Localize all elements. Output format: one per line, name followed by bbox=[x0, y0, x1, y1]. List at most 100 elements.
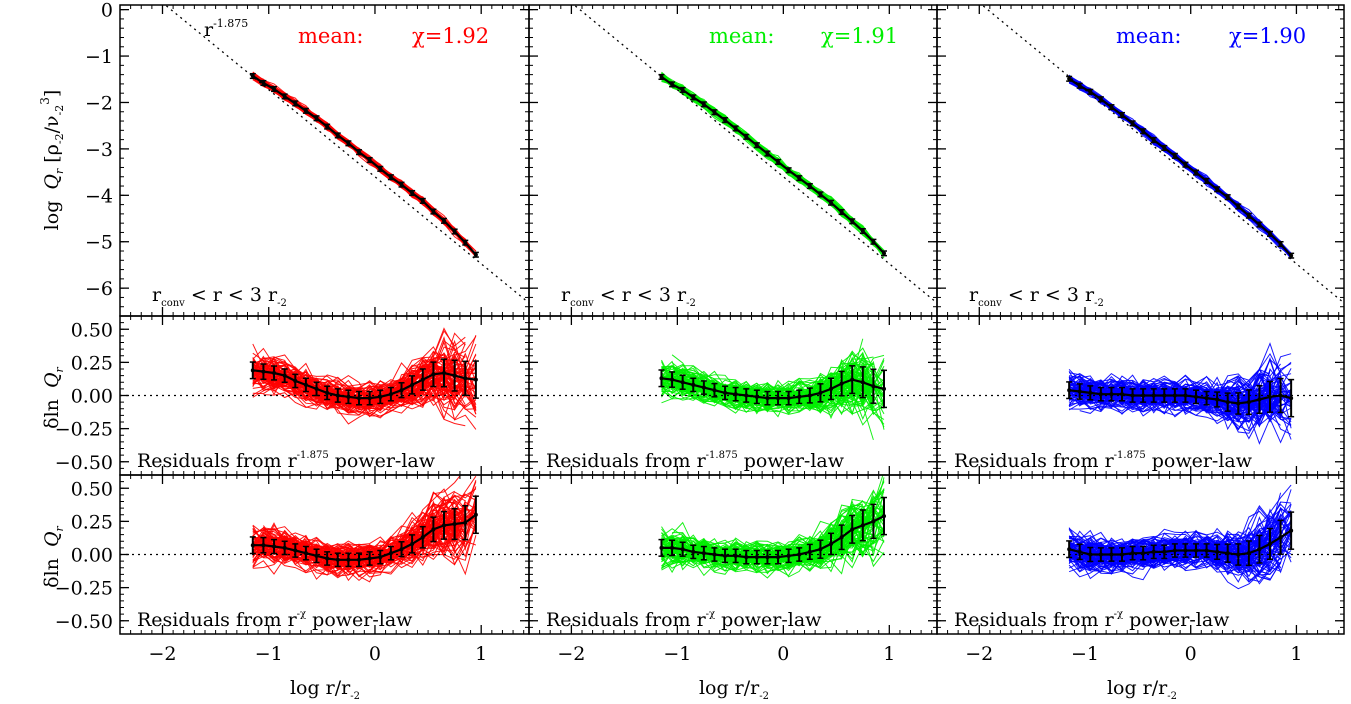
resid2-y-label-prefix: δln bbox=[41, 558, 63, 588]
halo-curve bbox=[252, 76, 466, 245]
halo-curve bbox=[1068, 79, 1281, 247]
range-sub: conv bbox=[570, 298, 594, 309]
y-tick-label: 0 bbox=[101, 0, 113, 22]
mean-point bbox=[1194, 548, 1198, 553]
mean-point bbox=[807, 393, 812, 398]
mean-curve bbox=[252, 369, 477, 400]
range-sub: conv bbox=[978, 298, 1002, 309]
x-axis-label-col2: log r/r-2 bbox=[699, 677, 769, 702]
resid1-y-label-sub: r bbox=[53, 366, 66, 372]
top-y-label-Q-sub: r bbox=[53, 168, 66, 174]
resid-text-row2-col1: Residuals from r-1.875 power-law bbox=[137, 450, 436, 472]
mean-point bbox=[346, 141, 351, 146]
mean-point bbox=[776, 555, 781, 560]
mean-point bbox=[839, 381, 844, 386]
halo-curve bbox=[1068, 361, 1292, 397]
halo-curve bbox=[263, 83, 455, 233]
mean-point bbox=[410, 382, 415, 387]
range-sub2: -2 bbox=[1094, 298, 1104, 309]
mean-label-red: mean: bbox=[298, 24, 363, 48]
halo-curve bbox=[661, 80, 864, 232]
mean-point bbox=[325, 390, 330, 395]
mean-point bbox=[712, 110, 717, 115]
mean-point bbox=[1194, 394, 1198, 399]
halo-curve bbox=[661, 77, 885, 254]
range-sub: conv bbox=[161, 298, 185, 309]
mean-point bbox=[314, 553, 319, 558]
halo-curve bbox=[661, 362, 874, 399]
mean-point bbox=[1120, 552, 1124, 557]
mean-point bbox=[1268, 541, 1272, 546]
halo-curve bbox=[1068, 536, 1292, 571]
mean-point bbox=[680, 547, 685, 552]
top-y-label-unit: [ρ bbox=[41, 144, 63, 163]
y-tick-label: 0.50 bbox=[71, 478, 113, 500]
mean-point bbox=[776, 159, 781, 164]
halo-curve bbox=[1068, 81, 1281, 247]
mean-point bbox=[1183, 162, 1188, 167]
mean-point bbox=[860, 380, 865, 385]
x-label-sub: -2 bbox=[759, 691, 769, 702]
halo-curve bbox=[661, 372, 874, 407]
range-annotation-1: rconv < r < 3 r-2 bbox=[152, 284, 287, 309]
range-sub2: -2 bbox=[686, 298, 696, 309]
mean-point bbox=[680, 87, 685, 92]
panel-2-0 bbox=[120, 475, 529, 583]
resid-text-row3-col2: Residuals from r-χ power-law bbox=[546, 609, 822, 631]
mean-point bbox=[670, 545, 675, 550]
y-tick-label: −2 bbox=[85, 92, 113, 114]
mean-point bbox=[882, 514, 887, 519]
halo-curve bbox=[252, 373, 455, 412]
x-tick-label: 0 bbox=[777, 643, 789, 665]
range-annotation-2: rconv < r < 3 r-2 bbox=[561, 284, 696, 309]
mean-point bbox=[1268, 394, 1272, 399]
mean-point bbox=[388, 175, 393, 180]
halo-curve bbox=[252, 77, 466, 247]
mean-point bbox=[357, 396, 362, 401]
halo-curve bbox=[252, 79, 477, 258]
mean-point bbox=[282, 545, 287, 550]
mean-point bbox=[765, 151, 770, 156]
resid-text-prefix: Residuals from r bbox=[954, 609, 1115, 631]
halo-curve bbox=[252, 75, 466, 243]
mean-curve bbox=[661, 377, 885, 400]
mean-point bbox=[754, 143, 759, 148]
mean-point bbox=[378, 394, 383, 399]
mean-point bbox=[442, 370, 447, 375]
mean-point bbox=[378, 555, 383, 560]
mean-label-blue: mean: bbox=[1116, 24, 1181, 48]
halo-curve bbox=[252, 74, 477, 256]
halo-curve bbox=[252, 76, 466, 244]
top-y-axis-label: log Qr[ρ-2/ν-23] bbox=[38, 90, 66, 231]
mean-point bbox=[442, 523, 447, 528]
resid-text-exp: -1.875 bbox=[297, 450, 329, 461]
mean-point bbox=[1109, 552, 1114, 557]
top-y-label-unit-sub2: -2 bbox=[53, 105, 66, 116]
halo-curve bbox=[1068, 383, 1271, 423]
halo-curve bbox=[661, 77, 874, 244]
mean-point bbox=[346, 394, 351, 399]
mean-point bbox=[452, 373, 457, 378]
halo-curve bbox=[1079, 523, 1271, 554]
resid-text-row3-col1: Residuals from r-χ power-law bbox=[137, 609, 413, 631]
halo-curve bbox=[252, 76, 477, 257]
mean-point bbox=[860, 523, 865, 528]
halo-curve bbox=[661, 350, 874, 399]
mean-point bbox=[659, 376, 664, 381]
mean-point bbox=[420, 377, 425, 382]
mean-point bbox=[272, 87, 277, 92]
mean-point bbox=[1204, 548, 1209, 553]
mean-point bbox=[1162, 393, 1167, 398]
x-tick-label: −1 bbox=[663, 643, 691, 665]
halo-curve bbox=[252, 77, 466, 244]
halo-curve bbox=[263, 85, 455, 234]
data-layer bbox=[120, 5, 1344, 590]
mean-point bbox=[1225, 195, 1230, 200]
mean-point bbox=[1098, 97, 1103, 102]
mean-point bbox=[1257, 222, 1262, 227]
halo-curve bbox=[252, 74, 477, 256]
halo-curve bbox=[263, 84, 477, 254]
mean-point bbox=[399, 388, 404, 393]
top-y-label-unit-mid: /ν bbox=[41, 115, 63, 133]
resid-text-exp: -1.875 bbox=[706, 450, 738, 461]
